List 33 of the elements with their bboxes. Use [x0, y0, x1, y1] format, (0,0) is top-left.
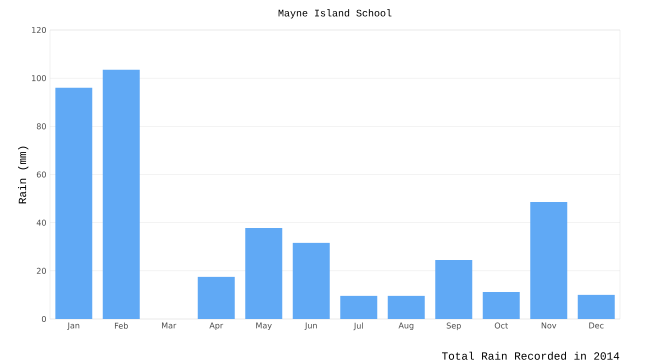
- y-tick-label: 40: [36, 220, 46, 226]
- x-tick-label: Jan: [67, 322, 80, 330]
- chart-title: Mayne Island School: [278, 9, 392, 18]
- x-tick-label: Nov: [542, 322, 556, 328]
- x-tick-label: Feb: [114, 322, 128, 329]
- bar: [198, 276, 235, 319]
- y-axis-title: Rain (mm): [18, 146, 28, 204]
- y-tick-label: 120: [32, 26, 46, 34]
- bar: [245, 228, 282, 319]
- bar: [530, 202, 568, 319]
- bar: [578, 294, 615, 319]
- bar: [102, 70, 140, 319]
- bar: [388, 296, 425, 319]
- x-tick-label: May: [256, 322, 272, 330]
- y-tick-label: 80: [36, 123, 46, 130]
- y-tick-label: 0: [42, 316, 46, 322]
- x-tick-label: Jun: [304, 322, 317, 330]
- x-tick-label: Sep: [446, 322, 461, 330]
- x-tick-label: Oct: [494, 322, 508, 329]
- x-axis-title: Total Rain Recorded in 2014: [442, 352, 620, 360]
- x-tick-label: Mar: [162, 322, 176, 328]
- bar: [482, 292, 520, 319]
- x-tick-label: Dec: [589, 322, 604, 328]
- bar: [292, 242, 330, 319]
- y-tick-label: 100: [32, 75, 46, 82]
- y-tick-label: 60: [36, 171, 46, 178]
- x-tick-label: Aug: [398, 322, 414, 330]
- y-tick-label: 20: [36, 268, 46, 274]
- bar: [340, 296, 378, 319]
- bar: [55, 88, 92, 319]
- x-tick-label: Apr: [209, 322, 224, 330]
- bar: [435, 260, 472, 319]
- x-tick-label: Jul: [354, 322, 363, 330]
